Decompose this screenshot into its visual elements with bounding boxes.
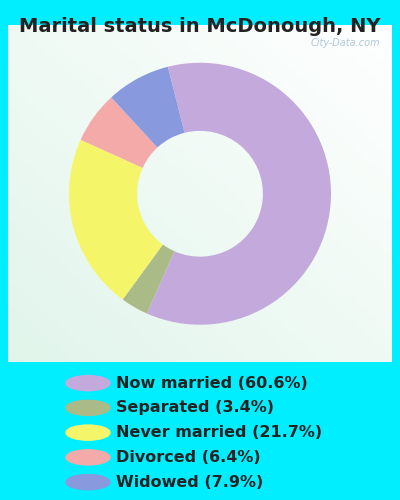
Circle shape xyxy=(66,450,110,465)
Wedge shape xyxy=(69,140,163,300)
Text: Marital status in McDonough, NY: Marital status in McDonough, NY xyxy=(19,18,381,36)
Text: Divorced (6.4%): Divorced (6.4%) xyxy=(116,450,261,465)
Circle shape xyxy=(66,376,110,390)
Text: Widowed (7.9%): Widowed (7.9%) xyxy=(116,474,263,490)
Wedge shape xyxy=(111,67,184,148)
Text: Separated (3.4%): Separated (3.4%) xyxy=(116,400,274,415)
Wedge shape xyxy=(147,63,331,324)
Wedge shape xyxy=(81,98,157,168)
Text: Never married (21.7%): Never married (21.7%) xyxy=(116,425,322,440)
Circle shape xyxy=(66,425,110,440)
Circle shape xyxy=(66,474,110,490)
Text: Now married (60.6%): Now married (60.6%) xyxy=(116,376,308,390)
Circle shape xyxy=(66,400,110,415)
Text: City-Data.com: City-Data.com xyxy=(311,38,380,48)
Wedge shape xyxy=(123,244,174,314)
